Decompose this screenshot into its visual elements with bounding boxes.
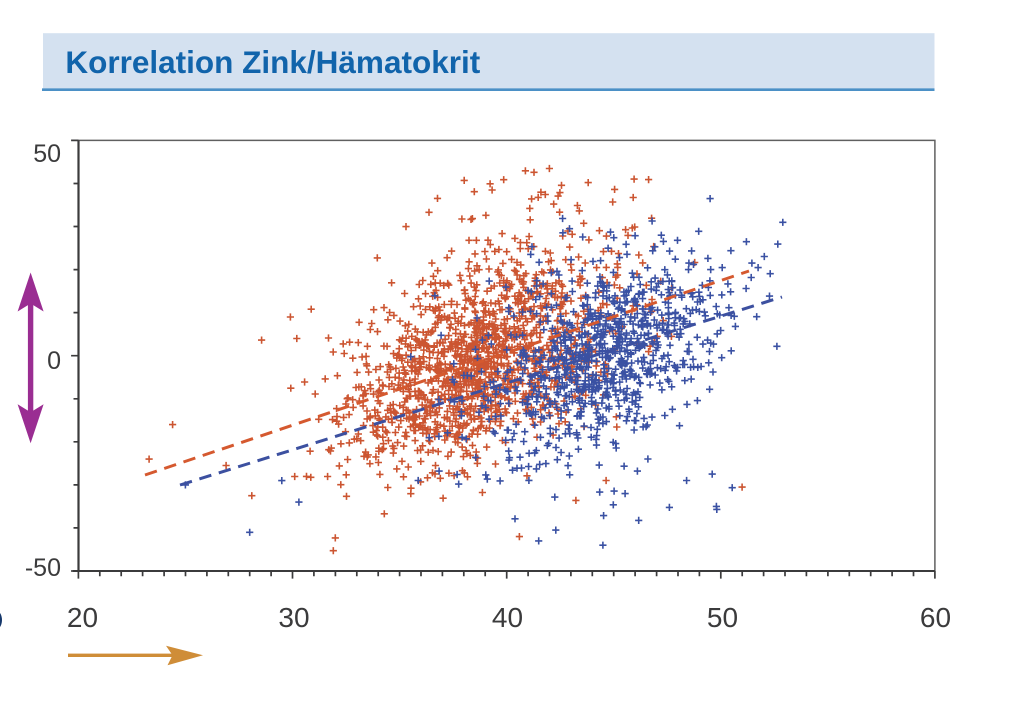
svg-text:40: 40	[492, 602, 523, 633]
svg-text:Korrelation Zink/Hämatokrit: Korrelation Zink/Hämatokrit	[65, 44, 480, 80]
svg-text:-50: -50	[25, 554, 61, 582]
svg-text:20: 20	[67, 602, 98, 633]
svg-text:60: 60	[920, 602, 951, 633]
svg-text:50: 50	[707, 602, 738, 633]
svg-text:0: 0	[47, 347, 61, 375]
svg-text:30: 30	[278, 602, 309, 633]
svg-text:50: 50	[33, 140, 61, 168]
